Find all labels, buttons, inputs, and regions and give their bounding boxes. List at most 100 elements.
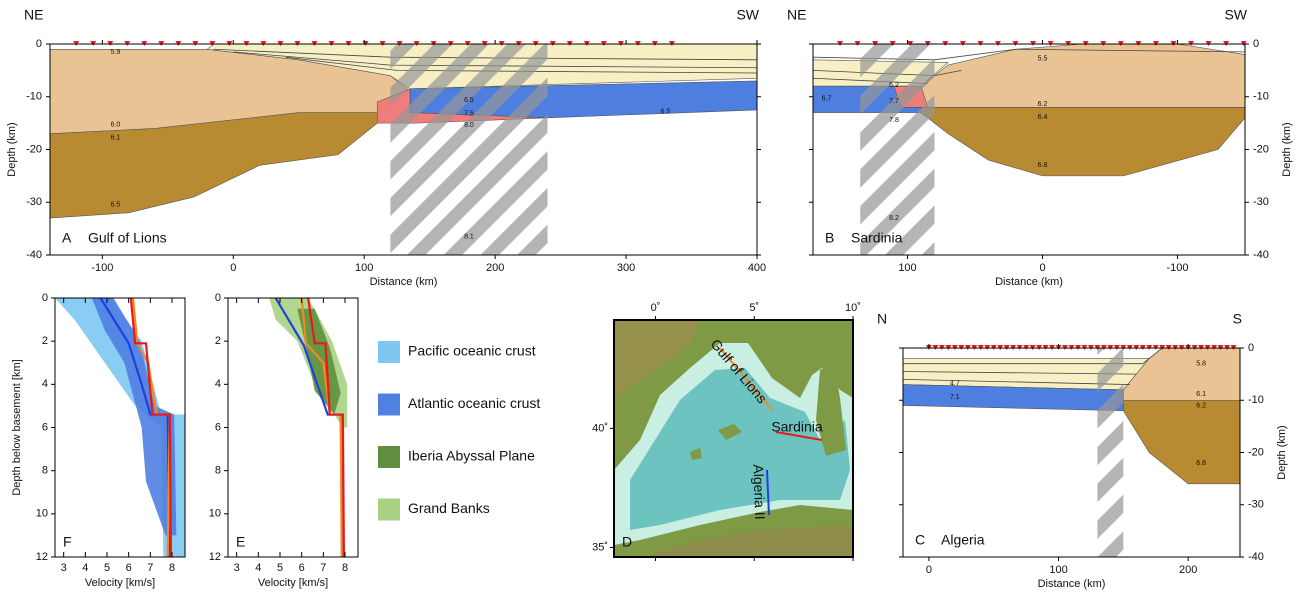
y-tick-label: -30 bbox=[1253, 196, 1269, 208]
legend-swatch bbox=[378, 446, 400, 468]
x-tick-label: 200 bbox=[486, 262, 504, 274]
y-tick-label: -40 bbox=[1253, 249, 1269, 261]
x-tick-label: 6 bbox=[126, 562, 132, 574]
profile-line bbox=[775, 431, 823, 441]
velocity-annotation: 6.8 bbox=[1038, 162, 1048, 169]
x-tick-label: 7 bbox=[147, 562, 153, 574]
x-tick-label: 100 bbox=[355, 262, 373, 274]
uncertainty-hatch bbox=[860, 44, 935, 255]
y-tick-label: 10 bbox=[36, 508, 48, 520]
lat-tick-label: 35˚ bbox=[592, 541, 608, 553]
direction-right: S bbox=[1233, 311, 1242, 327]
y-tick-label: -20 bbox=[1248, 446, 1264, 458]
direction-right: SW bbox=[1224, 7, 1247, 23]
velocity-annotation: 6.2 bbox=[1038, 101, 1048, 108]
x-tick-label: 4 bbox=[255, 562, 261, 574]
profile-line bbox=[766, 469, 770, 516]
velocity-annotation: 6.5 bbox=[111, 202, 121, 209]
panel-label: B bbox=[825, 230, 834, 246]
x-axis-label: Velocity [km/s] bbox=[258, 577, 328, 589]
velocity-profile bbox=[129, 297, 173, 558]
velocity-annotation: 6.4 bbox=[1038, 114, 1048, 121]
x-axis-label: Distance (km) bbox=[1038, 578, 1106, 590]
highland bbox=[614, 320, 700, 400]
profile-panel: 5.8 4.7 7.1 6.1 6.2 6.8 0 100 200 0 -10 -20 -30 -40 De… bbox=[877, 311, 1288, 590]
panel-label: F bbox=[63, 534, 72, 550]
velocity-envelope bbox=[297, 308, 341, 415]
x-tick-label: 300 bbox=[617, 262, 635, 274]
y-tick-label: -10 bbox=[1253, 91, 1269, 103]
x-tick-label: 400 bbox=[748, 262, 766, 274]
y-tick-label: -20 bbox=[1253, 143, 1269, 155]
velocity-annotation: 8.2 bbox=[889, 215, 899, 222]
plot-frame bbox=[227, 297, 359, 558]
profile-line-label: Algeria II bbox=[750, 464, 768, 520]
y-tick-label: -40 bbox=[26, 249, 42, 261]
velocity-annotation: 7.1 bbox=[950, 394, 960, 401]
y-axis-label: Depth below basement [km] bbox=[11, 359, 23, 495]
x-axis-label: Distance (km) bbox=[370, 276, 438, 288]
velocity-annotation: 6.1 bbox=[1196, 391, 1206, 398]
y-axis-label: Depth (km) bbox=[6, 122, 18, 176]
island bbox=[690, 448, 702, 460]
velocity-panel: 3 4 5 6 7 8 0 2 4 6 8 10 12 Velocity [km/s] E bbox=[209, 292, 359, 589]
y-tick-label: -10 bbox=[26, 91, 42, 103]
y-tick-label: 8 bbox=[215, 465, 221, 477]
velocity-annotation: 6.2 bbox=[1196, 402, 1206, 409]
y-tick-label: 8 bbox=[42, 465, 48, 477]
legend-swatch bbox=[378, 341, 400, 363]
island bbox=[718, 424, 742, 440]
velocity-annotation: 6.5 bbox=[464, 97, 474, 104]
velocity-annotation: 6.7 bbox=[822, 96, 832, 103]
x-tick-label: 0 bbox=[926, 564, 932, 576]
y-tick-label: 6 bbox=[42, 421, 48, 433]
legend-label: Grand Banks bbox=[408, 500, 490, 516]
panel-name: Gulf of Lions bbox=[88, 230, 167, 246]
y-axis-label: Depth (km) bbox=[1276, 425, 1288, 479]
island bbox=[816, 364, 846, 456]
profile-panel: 5.5 6.2 6.7 7.7 7.8 6.2 6.4 6.8 8.2 100 0 -100 0 -10 -… bbox=[787, 7, 1293, 288]
panel-label: D bbox=[622, 534, 632, 550]
velocity-annotation: 4.7 bbox=[950, 380, 960, 387]
x-axis-label: Distance (km) bbox=[995, 276, 1063, 288]
velocity-annotation: 8.1 bbox=[464, 233, 474, 240]
legend-label: Iberia Abyssal Plane bbox=[408, 448, 535, 464]
y-tick-label: 0 bbox=[1253, 38, 1259, 50]
velocity-profile bbox=[99, 297, 171, 558]
profile-line-label: Sardinia bbox=[771, 419, 823, 435]
y-tick-label: -10 bbox=[1248, 394, 1264, 406]
y-tick-label: 2 bbox=[215, 335, 221, 347]
y-axis-label: Depth (km) bbox=[1281, 122, 1293, 176]
x-tick-label: 200 bbox=[1179, 564, 1197, 576]
lon-tick-label: 10˚ bbox=[845, 302, 861, 314]
x-tick-label: 5 bbox=[104, 562, 110, 574]
velocity-annotation: 5.8 bbox=[1196, 361, 1206, 368]
x-axis-label: Velocity [km/s] bbox=[85, 577, 155, 589]
uncertainty-hatch bbox=[390, 44, 548, 255]
velocity-annotation: 7.8 bbox=[889, 117, 899, 124]
y-tick-label: -30 bbox=[26, 196, 42, 208]
sea-deep bbox=[630, 368, 850, 530]
y-tick-label: 4 bbox=[42, 378, 48, 390]
velocity-annotation: 7.5 bbox=[464, 110, 474, 117]
x-tick-label: -100 bbox=[1166, 262, 1188, 274]
panel-label: E bbox=[236, 534, 245, 550]
y-tick-label: -40 bbox=[1248, 551, 1264, 563]
map-frame bbox=[613, 319, 854, 558]
velocity-annotation: 5.9 bbox=[111, 49, 121, 56]
direction-left: NE bbox=[787, 7, 806, 23]
panel-label: A bbox=[62, 230, 72, 246]
y-tick-label: -30 bbox=[1248, 499, 1264, 511]
y-tick-label: 2 bbox=[42, 335, 48, 347]
profile-line bbox=[719, 347, 773, 411]
velocity-annotation: 6.2 bbox=[889, 82, 899, 89]
velocity-annotation: 5.5 bbox=[1038, 56, 1048, 63]
velocity-annotation: 6.0 bbox=[111, 122, 121, 129]
x-tick-label: 3 bbox=[61, 562, 67, 574]
uncertainty-hatch bbox=[1097, 348, 1124, 557]
highland bbox=[640, 525, 853, 557]
velocity-annotation: 6.5 bbox=[660, 108, 670, 115]
legend-swatch bbox=[378, 498, 400, 521]
